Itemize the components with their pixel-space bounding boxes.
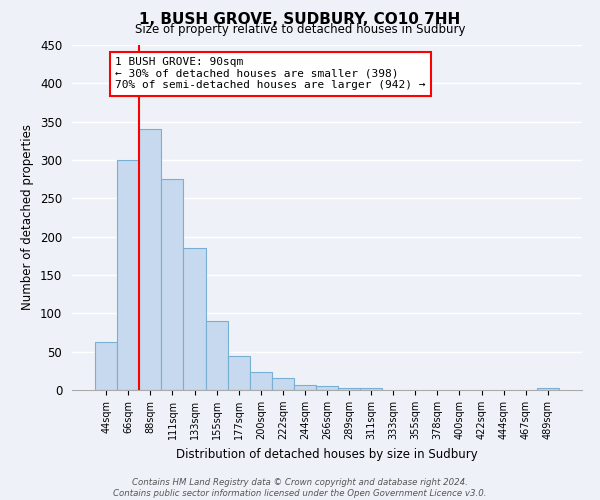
Bar [95, 342, 117, 390]
Bar [338, 388, 360, 390]
Bar [250, 372, 272, 390]
Bar [272, 378, 294, 390]
Bar [227, 356, 250, 390]
Bar [294, 384, 316, 390]
Bar [117, 160, 139, 390]
Bar [360, 388, 382, 390]
Y-axis label: Number of detached properties: Number of detached properties [22, 124, 34, 310]
Bar [537, 388, 559, 390]
Text: Contains HM Land Registry data © Crown copyright and database right 2024.
Contai: Contains HM Land Registry data © Crown c… [113, 478, 487, 498]
Bar [316, 386, 338, 390]
Bar [206, 321, 227, 390]
Bar [139, 130, 161, 390]
Bar [161, 179, 184, 390]
X-axis label: Distribution of detached houses by size in Sudbury: Distribution of detached houses by size … [176, 448, 478, 460]
Text: 1 BUSH GROVE: 90sqm
← 30% of detached houses are smaller (398)
70% of semi-detac: 1 BUSH GROVE: 90sqm ← 30% of detached ho… [115, 57, 426, 90]
Text: 1, BUSH GROVE, SUDBURY, CO10 7HH: 1, BUSH GROVE, SUDBURY, CO10 7HH [139, 12, 461, 28]
Bar [184, 248, 206, 390]
Text: Size of property relative to detached houses in Sudbury: Size of property relative to detached ho… [135, 22, 465, 36]
